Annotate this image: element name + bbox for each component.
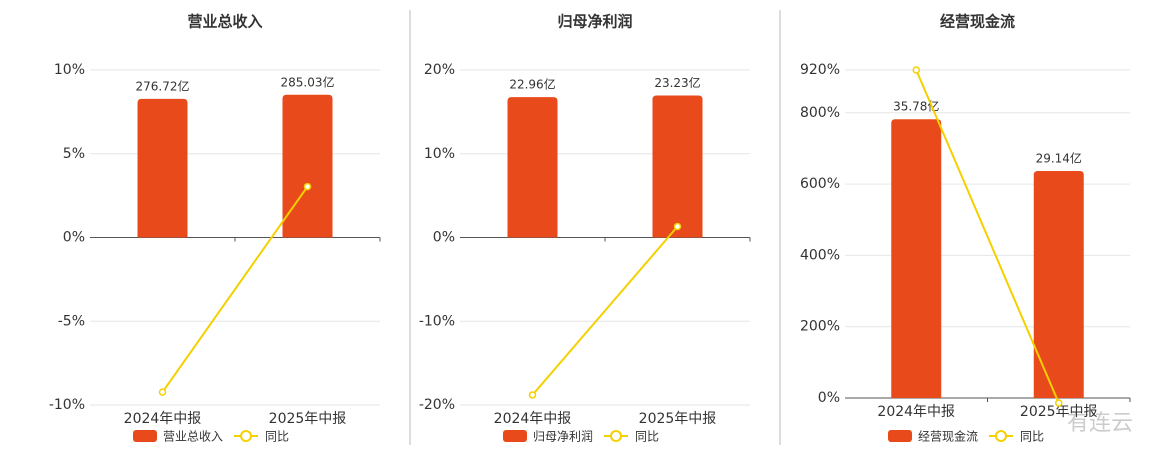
data-label: 285.03亿: [281, 74, 335, 89]
legend-swatch: [888, 430, 912, 442]
x-tick-label: 2025年中报: [269, 411, 347, 427]
chart-title: 经营现金流: [940, 13, 1015, 31]
line-point: [1055, 399, 1063, 407]
legend-label: 同比: [265, 430, 289, 444]
line-point: [673, 222, 682, 231]
y-tick-label: 800%: [800, 105, 840, 121]
legend-label: 营业总收入: [163, 430, 223, 444]
y-tick-label: 5%: [63, 146, 85, 162]
legend-label: 归母净利润: [533, 430, 593, 444]
line-point: [303, 182, 312, 191]
line: [531, 225, 679, 396]
legend-swatch: [133, 430, 157, 442]
y-tick-label: 400%: [800, 247, 840, 263]
data-label: 22.96亿: [509, 77, 555, 92]
y-tick-label: 920%: [800, 62, 840, 78]
x-tick-label: 2024年中报: [494, 411, 572, 427]
data-label: 29.14亿: [1036, 150, 1082, 165]
line-point: [158, 388, 167, 396]
line-point: [912, 66, 920, 74]
legend-marker: [995, 430, 1007, 442]
y-tick-label: -20%: [419, 397, 455, 413]
y-tick-label: 10%: [424, 146, 455, 162]
y-tick-label: -10%: [419, 313, 455, 329]
y-tick-label: -10%: [49, 397, 85, 413]
data-label: 35.78亿: [893, 99, 939, 114]
legend-label: 同比: [1020, 430, 1044, 444]
y-tick-label: 200%: [800, 319, 840, 335]
bar: [652, 95, 703, 238]
legend-marker: [610, 430, 622, 442]
data-label: 276.72亿: [136, 78, 190, 93]
line: [915, 69, 1060, 404]
legend-label: 经营现金流: [918, 429, 978, 444]
x-tick-label: 2024年中报: [124, 411, 202, 427]
chart-title: 归母净利润: [557, 13, 632, 31]
bar: [891, 119, 942, 398]
legend-marker: [240, 430, 252, 442]
y-tick-label: 10%: [54, 62, 85, 78]
watermark: 有连云: [1067, 411, 1133, 436]
x-tick-label: 2024年中报: [877, 404, 955, 420]
legend-swatch: [503, 430, 527, 442]
y-tick-label: 0%: [63, 230, 85, 246]
y-tick-label: 20%: [424, 62, 455, 78]
y-tick-label: 0%: [433, 230, 455, 246]
x-tick-label: 2025年中报: [639, 411, 717, 427]
line: [161, 186, 309, 393]
chart-title: 营业总收入: [187, 13, 262, 31]
line-point: [528, 391, 537, 399]
y-tick-label: -5%: [58, 313, 85, 329]
bar: [137, 98, 188, 238]
legend-label: 同比: [635, 430, 659, 444]
data-label: 23.23亿: [654, 75, 700, 90]
y-tick-label: 600%: [800, 176, 840, 192]
bar: [1033, 170, 1084, 398]
y-tick-label: 0%: [818, 390, 840, 406]
bar: [507, 97, 558, 238]
bar: [282, 94, 333, 238]
x-tick-label: 2025年中报: [1020, 404, 1098, 420]
